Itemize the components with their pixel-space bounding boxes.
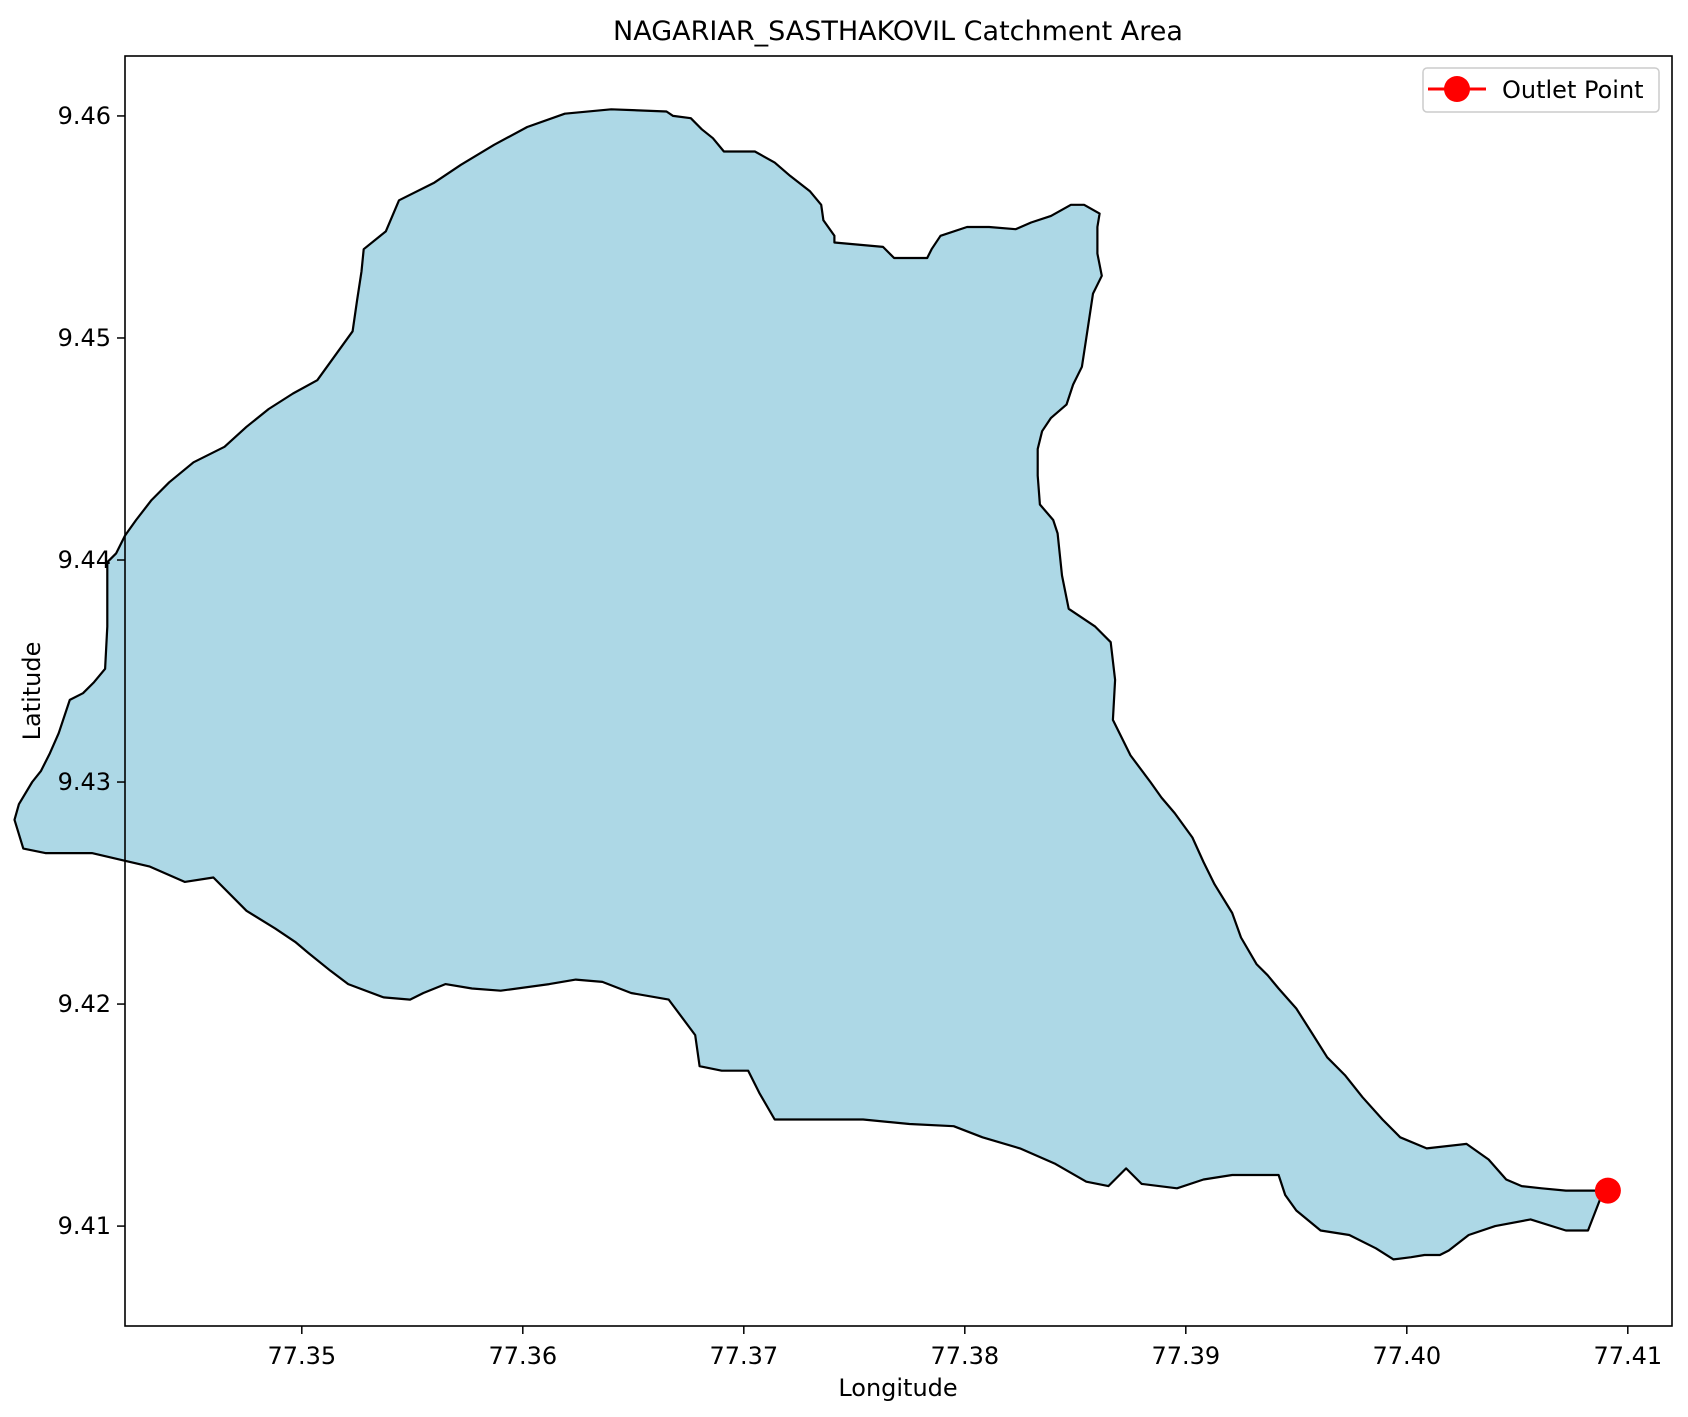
legend-box bbox=[1422, 67, 1660, 113]
legend: Outlet Point bbox=[1422, 67, 1660, 113]
catchment-area-polygon bbox=[13, 108, 1605, 1261]
x-tick-label: 77.40 bbox=[1372, 1342, 1441, 1370]
outlet-point-marker bbox=[1594, 1177, 1621, 1204]
x-axis-label: Longitude bbox=[838, 1374, 957, 1402]
y-tick-label: 9.43 bbox=[58, 768, 111, 796]
plot-area bbox=[13, 108, 1621, 1261]
plot-frame bbox=[124, 55, 1673, 1327]
y-axis-ticks: 9.41 9.42 9.43 9.44 9.45 9.46 bbox=[58, 102, 125, 1240]
x-axis-ticks: 77.35 77.36 77.37 77.38 77.39 77.40 77.41 bbox=[267, 1326, 1662, 1370]
y-tick-label: 9.45 bbox=[58, 324, 111, 352]
y-tick-label: 9.44 bbox=[58, 546, 111, 574]
x-tick-label: 77.39 bbox=[1151, 1342, 1220, 1370]
y-axis-label: Latitude bbox=[18, 642, 46, 741]
y-tick-label: 9.41 bbox=[58, 1212, 111, 1240]
legend-entry-outlet-point: Outlet Point bbox=[1502, 76, 1644, 104]
x-tick-label: 77.38 bbox=[930, 1342, 999, 1370]
y-tick-label: 9.46 bbox=[58, 102, 111, 130]
y-tick-label: 9.42 bbox=[58, 990, 111, 1018]
x-tick-label: 77.35 bbox=[267, 1342, 336, 1370]
x-tick-label: 77.36 bbox=[488, 1342, 557, 1370]
legend-outlet-marker bbox=[1444, 76, 1470, 102]
x-tick-label: 77.37 bbox=[709, 1342, 778, 1370]
chart-title: NAGARIAR_SASTHAKOVIL Catchment Area bbox=[613, 16, 1183, 47]
x-tick-label: 77.41 bbox=[1593, 1342, 1662, 1370]
